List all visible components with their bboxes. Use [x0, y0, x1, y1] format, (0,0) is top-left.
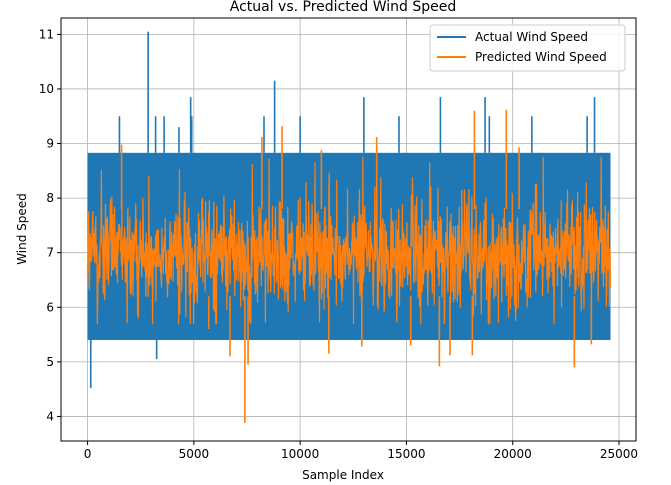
y-tick-label: 7 [46, 246, 54, 260]
series-predicted-wind-speed [86, 109, 612, 423]
y-tick-label: 5 [46, 355, 54, 369]
series-actual-wind-speed [87, 31, 611, 389]
x-tick-label: 25000 [600, 447, 638, 461]
x-axis-ticks: 0 5000 10000 15000 20000 25000 [84, 441, 638, 461]
y-tick-label: 9 [46, 137, 54, 151]
x-tick-label: 20000 [494, 447, 532, 461]
legend-label-actual: Actual Wind Speed [475, 30, 588, 44]
x-axis-label: Sample Index [302, 468, 384, 482]
chart-title: Actual vs. Predicted Wind Speed [230, 0, 456, 15]
y-axis-label: Wind Speed [15, 193, 29, 265]
legend-label-predicted: Predicted Wind Speed [475, 50, 607, 64]
legend: Actual Wind Speed Predicted Wind Speed [429, 24, 626, 72]
y-tick-label: 6 [46, 300, 54, 314]
x-tick-label: 0 [84, 447, 92, 461]
y-axis-ticks: 4 5 6 7 8 9 10 11 [39, 27, 61, 423]
x-tick-label: 15000 [387, 447, 425, 461]
y-tick-label: 11 [39, 27, 54, 41]
axes-frame [60, 17, 637, 442]
y-tick-label: 8 [46, 191, 54, 205]
x-tick-label: 10000 [281, 447, 319, 461]
y-tick-label: 10 [39, 82, 54, 96]
legend-box [429, 24, 626, 72]
x-tick-label: 5000 [179, 447, 210, 461]
y-tick-label: 4 [46, 409, 54, 423]
predicted-line [86, 156, 612, 325]
plot-area [86, 31, 612, 423]
